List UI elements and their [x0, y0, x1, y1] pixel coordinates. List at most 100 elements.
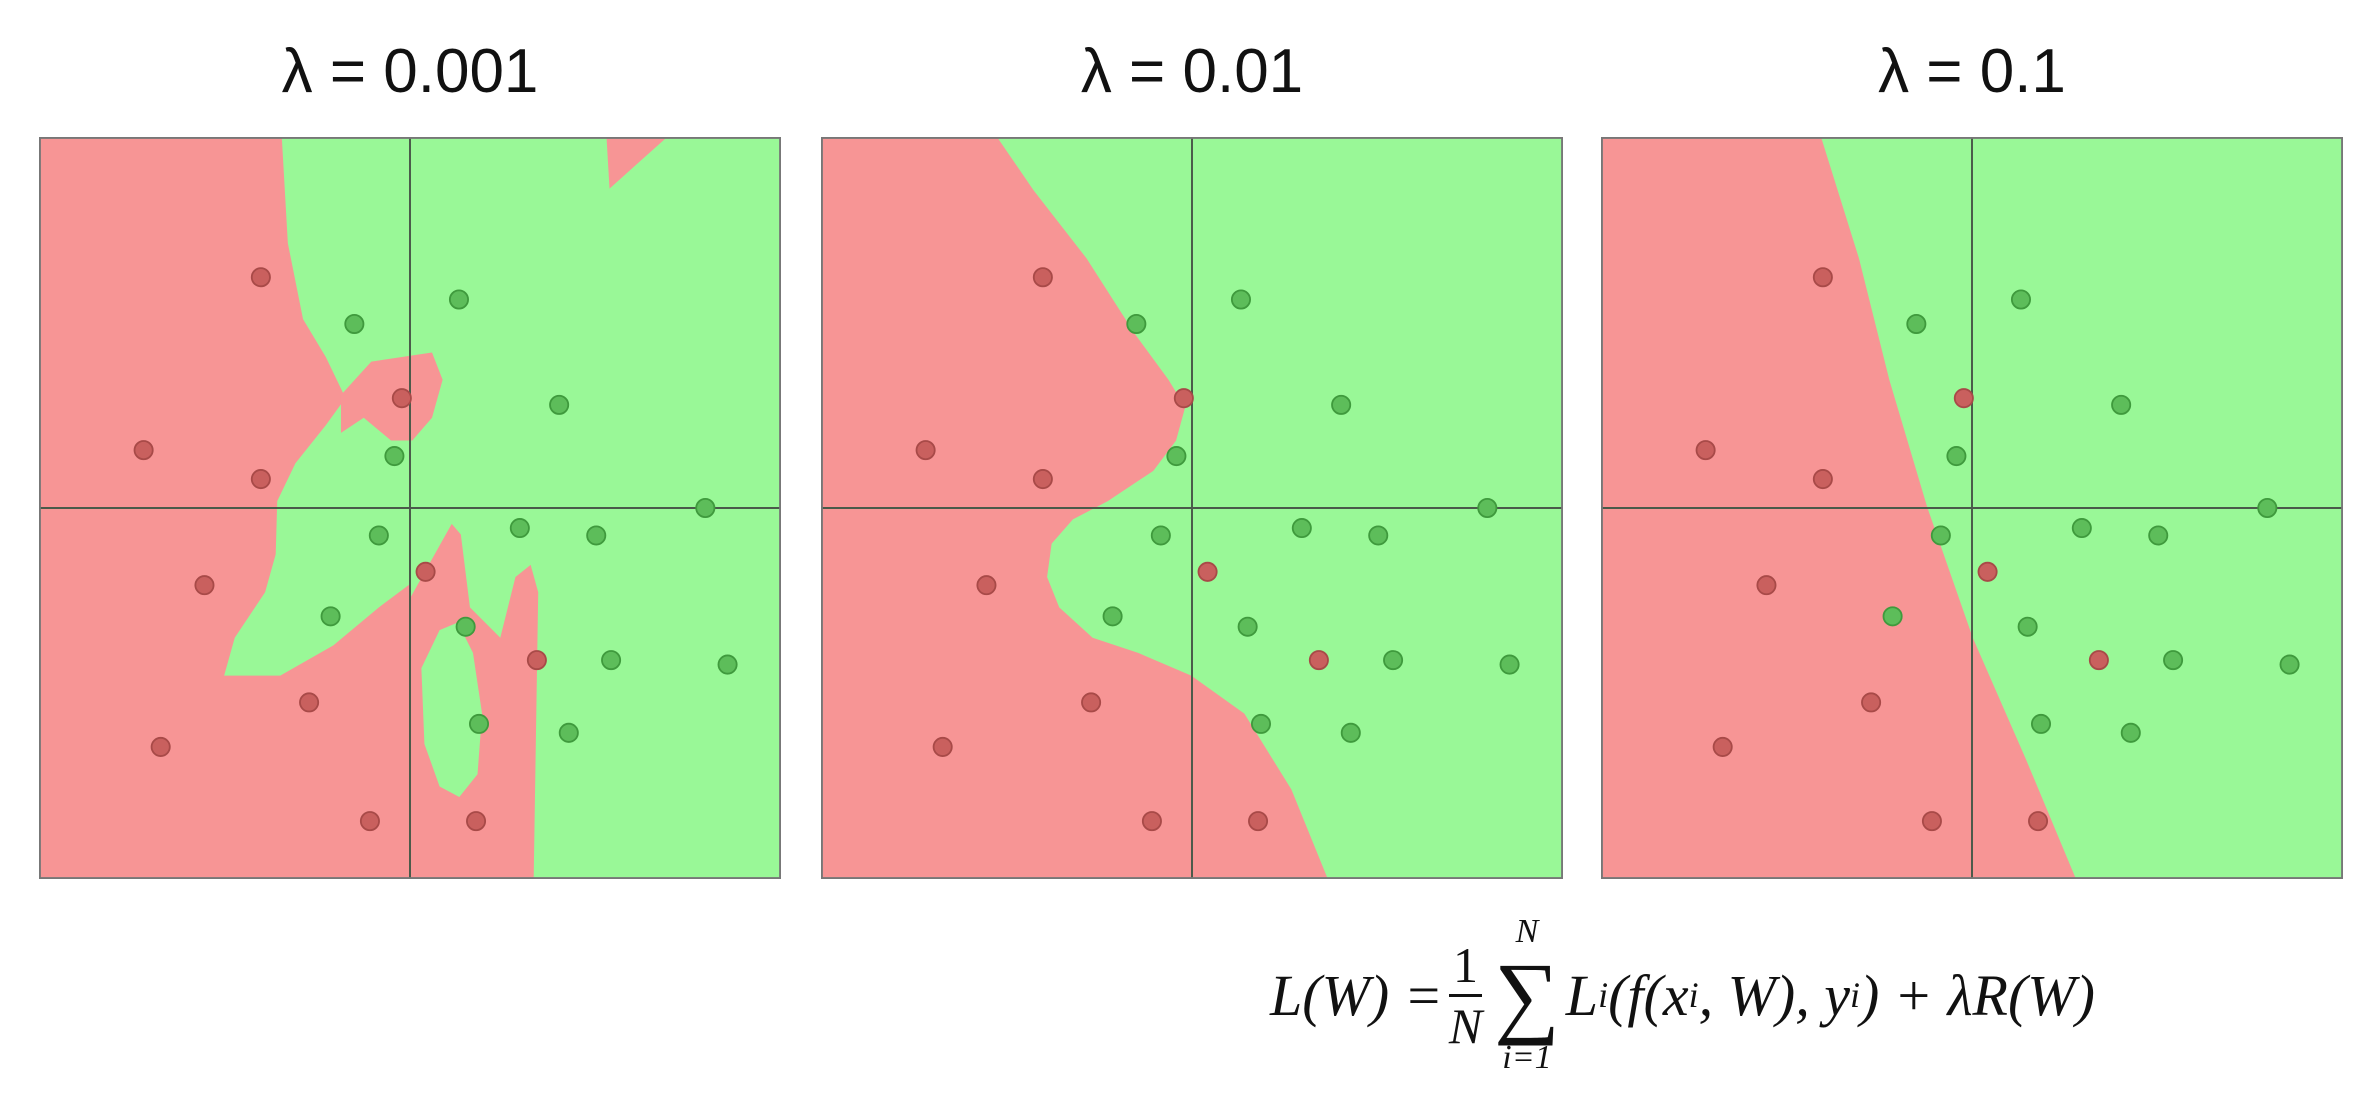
red-data-point	[1861, 692, 1882, 713]
green-data-point	[344, 313, 365, 334]
green-data-point	[1477, 497, 1498, 519]
red-data-point	[1812, 267, 1833, 288]
green-data-point	[2071, 518, 2092, 539]
red-data-point	[915, 440, 936, 461]
green-data-point	[695, 497, 716, 519]
sum-upper-limit: N	[1515, 913, 1539, 950]
red-data-point	[2088, 650, 2109, 671]
green-data-point	[2030, 713, 2052, 734]
decision-boundary-plot-2	[821, 137, 1563, 879]
formula-args-c: ) + λR(W)	[1859, 962, 2095, 1028]
green-data-point	[717, 654, 738, 675]
green-data-point	[1166, 446, 1187, 467]
red-data-point	[976, 575, 997, 596]
red-data-point	[299, 692, 320, 713]
green-data-point	[1126, 313, 1147, 334]
red-data-point	[391, 388, 412, 409]
red-data-point	[1081, 692, 1102, 713]
green-data-point	[1368, 525, 1389, 546]
green-data-point	[1150, 525, 1171, 546]
green-data-point	[1499, 654, 1520, 675]
red-decision-region	[340, 352, 443, 441]
sum-symbol: ∑	[1494, 944, 1560, 1046]
red-data-point	[466, 811, 487, 832]
panel-title-2: λ = 0.01	[1080, 37, 1304, 106]
green-data-point	[1102, 606, 1123, 627]
red-data-point	[526, 650, 547, 671]
red-data-point	[1141, 811, 1162, 832]
green-data-point	[2010, 289, 2031, 310]
green-data-point	[1331, 394, 1352, 415]
green-data-point	[1291, 518, 1312, 539]
green-data-point	[2111, 394, 2132, 415]
green-data-point	[549, 394, 570, 415]
formula-args-b: , W), y	[1698, 962, 1850, 1028]
green-data-point	[448, 289, 469, 310]
red-data-point	[150, 736, 171, 757]
green-data-point	[320, 606, 341, 627]
panel-title-1: λ = 0.001	[281, 37, 539, 106]
red-data-point	[1712, 736, 1733, 757]
red-data-point	[1756, 575, 1777, 596]
decision-boundary-plot-1	[39, 137, 781, 879]
formula-args-a-sub: i	[1688, 975, 1699, 1015]
green-data-point	[1946, 446, 1967, 467]
green-data-point	[2148, 525, 2169, 546]
green-data-point	[2017, 616, 2038, 637]
red-data-point	[1032, 267, 1053, 288]
green-data-point	[1230, 289, 1251, 310]
red-data-point	[194, 575, 215, 596]
panel-title-3: λ = 0.1	[1878, 37, 2066, 106]
red-data-point	[1921, 811, 1942, 832]
green-data-point	[601, 650, 622, 671]
formula-term: L	[1565, 962, 1599, 1028]
red-data-point	[359, 811, 380, 832]
red-data-point	[1248, 811, 1269, 832]
red-data-point	[250, 267, 271, 288]
green-data-point	[1906, 313, 1927, 334]
green-data-point	[468, 713, 490, 734]
formula-lhs: L(W) =	[1270, 962, 1443, 1028]
green-data-point	[509, 518, 530, 539]
formula-args-a: (f(x	[1608, 962, 1689, 1028]
formula-sum: N ∑ i=1	[1494, 915, 1560, 1075]
formula-args-b-sub: i	[1849, 975, 1860, 1015]
red-data-point	[1308, 650, 1329, 671]
green-data-point	[1930, 525, 1951, 546]
green-data-point	[455, 616, 476, 637]
red-data-point	[250, 469, 271, 490]
plot-frame	[39, 137, 781, 879]
green-data-point	[1383, 650, 1404, 671]
green-data-point	[2279, 654, 2300, 675]
green-data-point	[2163, 650, 2184, 671]
red-data-point	[932, 736, 953, 757]
red-data-point	[1032, 469, 1053, 490]
green-data-point	[558, 722, 579, 743]
green-data-point	[2257, 497, 2278, 519]
red-data-point	[1173, 388, 1194, 409]
red-data-point	[1812, 469, 1833, 490]
green-data-point	[1237, 616, 1258, 637]
decision-boundary-plot-3	[1601, 137, 2343, 879]
red-data-point	[1977, 561, 1998, 582]
formula-fraction: 1 N	[1449, 940, 1482, 1051]
green-data-point	[1250, 713, 1272, 734]
green-data-point	[2120, 722, 2141, 743]
green-data-point	[384, 446, 405, 467]
fraction-denominator: N	[1448, 997, 1483, 1054]
formula-term-sub: i	[1598, 975, 1609, 1015]
red-data-point	[133, 440, 154, 461]
red-decision-region	[606, 137, 668, 189]
green-data-point	[586, 525, 607, 546]
red-data-point	[1695, 440, 1716, 461]
green-decision-region	[421, 622, 483, 798]
plot-frame	[1601, 137, 2343, 879]
green-data-point	[1340, 722, 1361, 743]
fraction-numerator: 1	[1449, 940, 1483, 997]
green-data-point	[368, 525, 389, 546]
red-data-point	[1953, 388, 1974, 409]
red-data-point	[2028, 811, 2049, 832]
red-data-point	[1197, 561, 1218, 582]
green-data-point	[1882, 606, 1903, 627]
